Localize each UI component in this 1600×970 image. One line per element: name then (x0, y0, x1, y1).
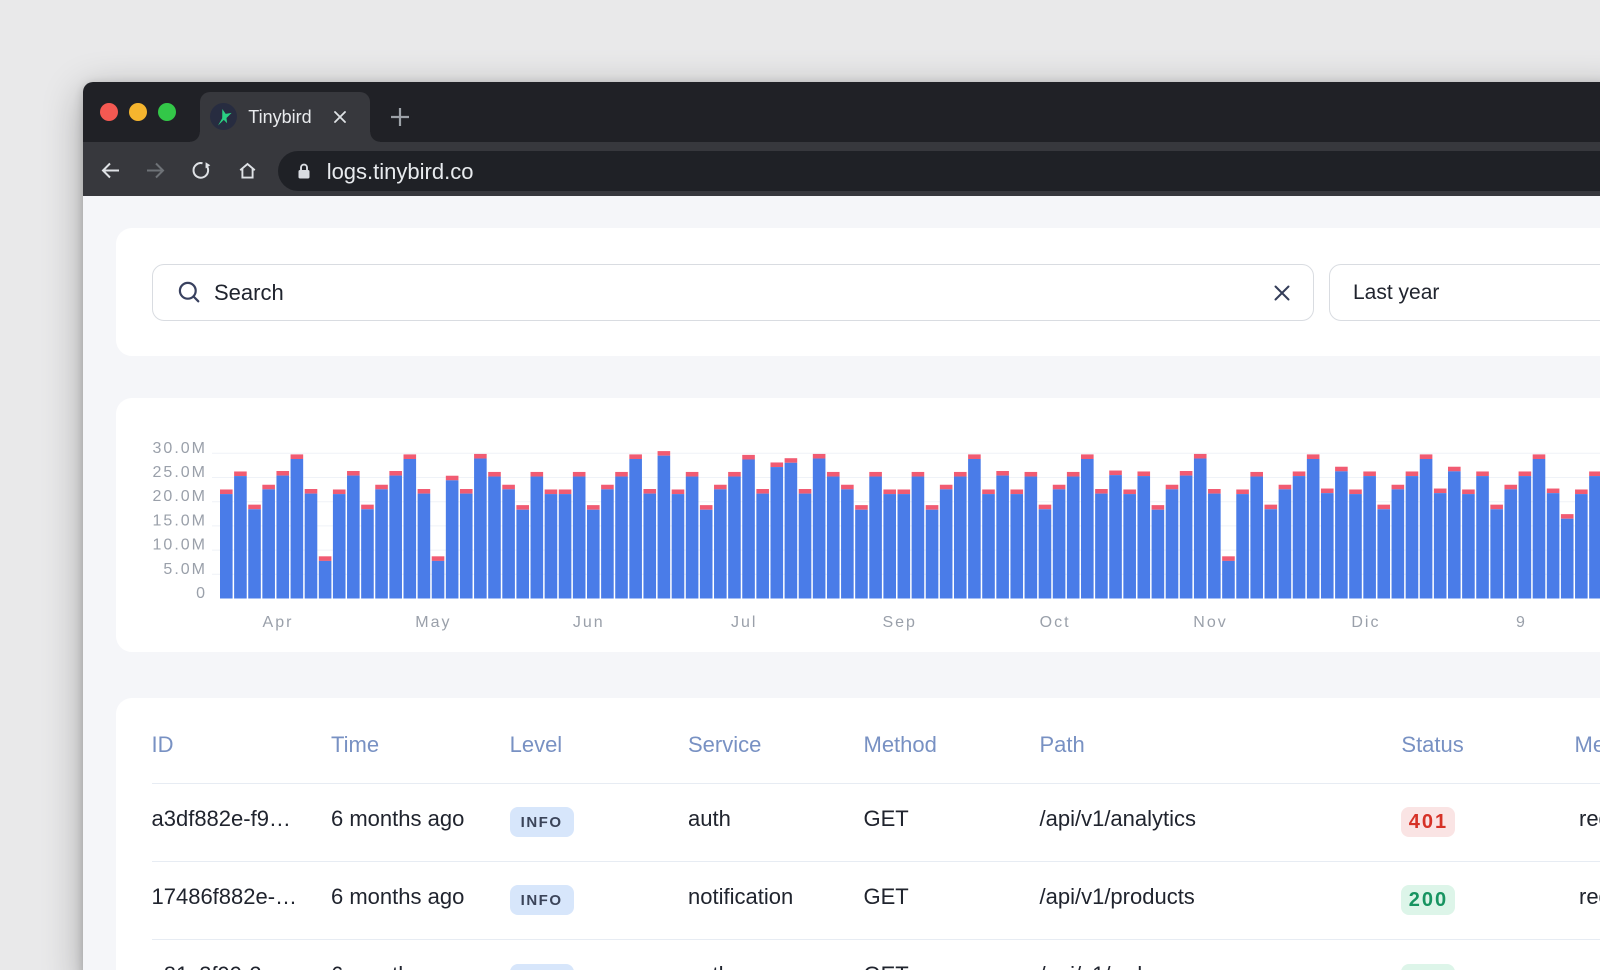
svg-text:10.0M: 10.0M (153, 536, 207, 553)
svg-text:Sep: Sep (882, 614, 916, 631)
svg-text:Jul: Jul (731, 614, 757, 631)
svg-text:Apr: Apr (263, 614, 294, 631)
svg-text:Oct: Oct (1040, 614, 1071, 631)
svg-text:25.0M: 25.0M (153, 464, 207, 481)
svg-text:30.0M: 30.0M (153, 439, 207, 456)
svg-text:15.0M: 15.0M (153, 512, 207, 529)
svg-text:20.0M: 20.0M (153, 488, 207, 505)
svg-text:5.0M: 5.0M (163, 560, 207, 577)
svg-text:9: 9 (1516, 614, 1527, 631)
svg-text:May: May (415, 614, 451, 631)
svg-text:0: 0 (196, 585, 207, 602)
svg-text:Jun: Jun (573, 614, 605, 631)
svg-text:Dic: Dic (1351, 614, 1380, 631)
svg-text:Nov: Nov (1193, 614, 1227, 631)
